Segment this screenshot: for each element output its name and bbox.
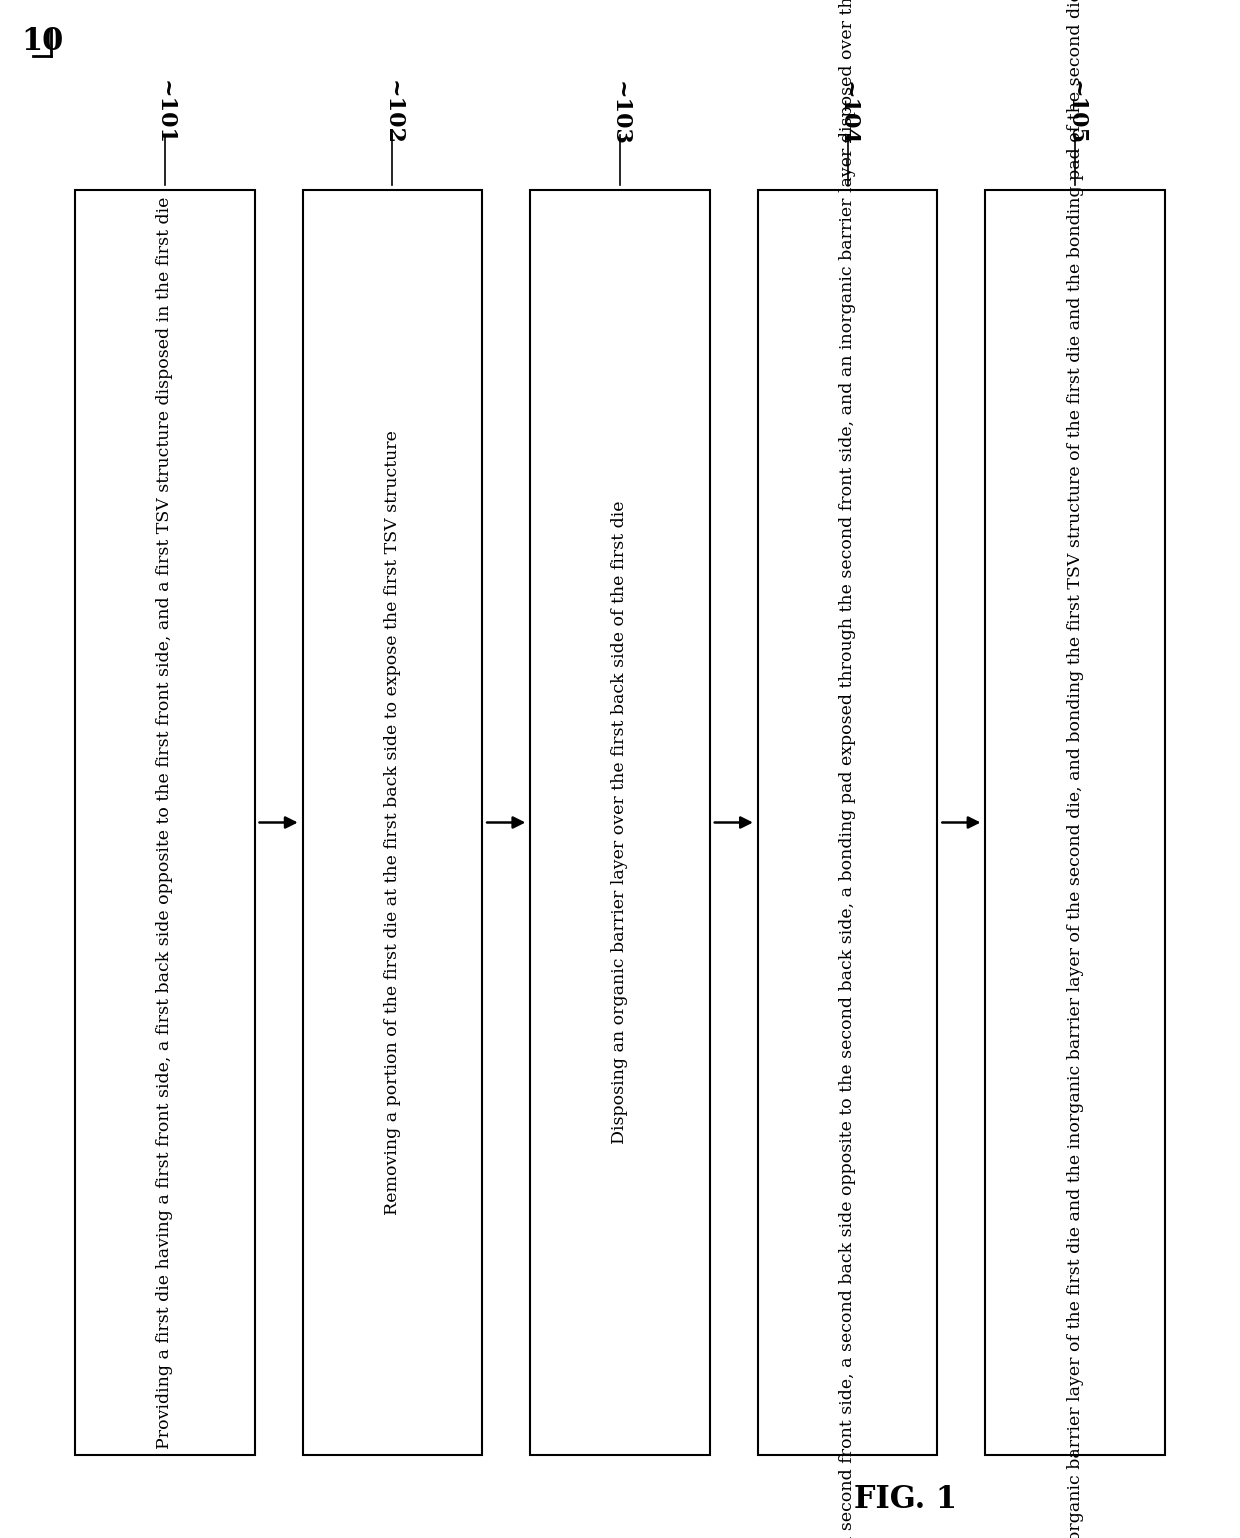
Text: ~104: ~104 — [837, 80, 858, 146]
Text: Providing a first die having a first front side, a first back side opposite to t: Providing a first die having a first fro… — [156, 197, 174, 1449]
Text: Disposing an organic barrier layer over the first back side of the first die: Disposing an organic barrier layer over … — [611, 501, 629, 1144]
Bar — [74, 191, 254, 1455]
Text: FIG. 1: FIG. 1 — [853, 1484, 957, 1515]
Text: ~101: ~101 — [154, 80, 176, 146]
Text: Bonding the organic barrier layer of the first die and the inorganic barrier lay: Bonding the organic barrier layer of the… — [1066, 0, 1084, 1538]
Text: 10: 10 — [21, 26, 63, 57]
Text: Removing a portion of the first die at the first back side to expose the first T: Removing a portion of the first die at t… — [384, 431, 401, 1215]
Bar — [531, 191, 709, 1455]
Text: ~103: ~103 — [609, 80, 631, 146]
Bar — [758, 191, 937, 1455]
Text: ~102: ~102 — [382, 80, 403, 146]
Bar — [303, 191, 482, 1455]
Text: ~105: ~105 — [1064, 80, 1086, 146]
Text: Providing a second die having a second front side, a second back side opposite t: Providing a second die having a second f… — [839, 0, 856, 1538]
Bar — [986, 191, 1166, 1455]
